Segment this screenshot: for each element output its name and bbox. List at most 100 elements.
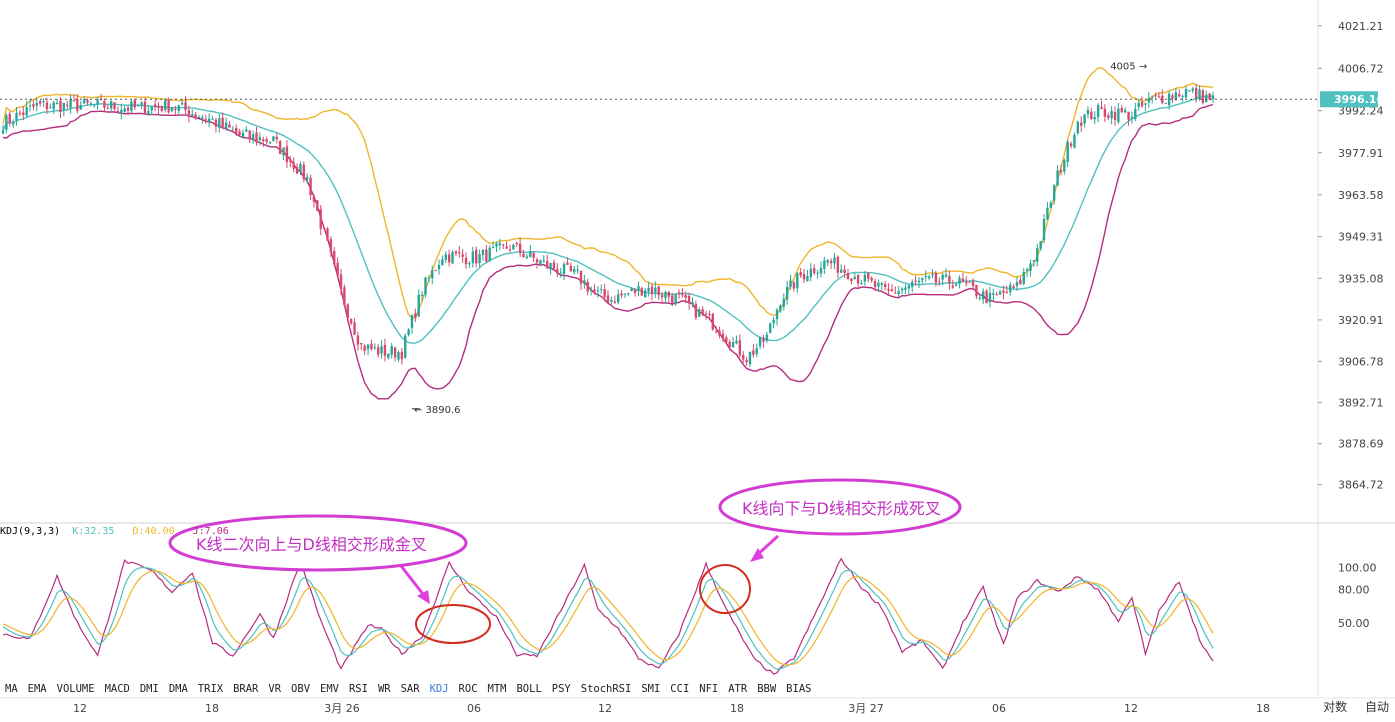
candle-body: [485, 249, 488, 262]
indicator-tab-cci[interactable]: CCI: [670, 683, 690, 695]
indicator-tab-bias[interactable]: BIAS: [786, 683, 812, 695]
indicator-tab-atr[interactable]: ATR: [728, 683, 748, 695]
candle-body: [1191, 88, 1194, 91]
candle-body: [295, 167, 299, 174]
candle-body: [505, 246, 508, 249]
indicator-tab-vr[interactable]: VR: [268, 683, 282, 695]
indicator-tab-mtm[interactable]: MTM: [487, 683, 507, 695]
candle-body: [282, 147, 285, 156]
candle-body: [393, 347, 397, 358]
candle-body: [545, 261, 549, 268]
indicator-tab-ema[interactable]: EMA: [27, 683, 47, 695]
candle-body: [1201, 90, 1205, 103]
indicator-tab-volume[interactable]: VOLUME: [56, 683, 95, 695]
candle-body: [1103, 108, 1107, 117]
candle-body: [245, 129, 248, 132]
candle-body: [207, 118, 211, 122]
indicator-tab-dmi[interactable]: DMI: [139, 683, 159, 695]
indicator-tab-emv[interactable]: EMV: [320, 683, 339, 695]
indicator-tab-boll[interactable]: BOLL: [516, 683, 542, 695]
death-cross-arrow-head: [750, 548, 764, 562]
current-price-label: 3996.16: [1334, 93, 1384, 106]
candle-body: [150, 106, 153, 111]
price-tick-label: 4021.21: [1338, 20, 1384, 33]
candle-body: [407, 329, 410, 336]
candle-body: [911, 281, 914, 287]
candle-body: [951, 285, 954, 288]
candle-body: [796, 273, 799, 289]
indicator-tab-wr[interactable]: WR: [377, 683, 391, 695]
indicator-tab-macd[interactable]: MACD: [104, 683, 130, 695]
candle-body: [5, 115, 8, 130]
indicator-tab-dma[interactable]: DMA: [168, 683, 188, 695]
candle-body: [366, 344, 370, 350]
candle-body: [1093, 117, 1096, 120]
candle-body: [404, 335, 407, 358]
candle-body: [677, 292, 681, 295]
indicator-tab-ma[interactable]: MA: [5, 683, 18, 695]
candle-body: [1032, 260, 1036, 262]
candle-body: [454, 251, 458, 254]
candle-body: [556, 269, 559, 274]
candle-body: [809, 268, 813, 278]
candle-body: [339, 274, 343, 290]
candle-body: [390, 346, 393, 355]
candle-body: [583, 280, 586, 284]
auto-scale-button[interactable]: 自动: [1364, 700, 1389, 714]
indicator-tab-rsi[interactable]: RSI: [348, 683, 368, 695]
candle-body: [120, 110, 123, 114]
indicator-tab-roc[interactable]: ROC: [458, 683, 478, 695]
candle-body: [1164, 102, 1167, 104]
candle-body: [1049, 202, 1052, 209]
candle-body: [272, 136, 275, 142]
candle-body: [718, 330, 721, 336]
log-scale-button[interactable]: 对数: [1323, 700, 1348, 714]
price-tick-label: 3949.31: [1338, 231, 1384, 244]
candle-body: [356, 335, 360, 345]
indicator-tab-bbw[interactable]: BBW: [757, 683, 777, 695]
candle-body: [1208, 93, 1211, 100]
candle-body: [89, 103, 93, 105]
kdj-tick-label: 50.00: [1338, 617, 1370, 630]
candle-body: [593, 289, 596, 293]
indicator-tab-kdj[interactable]: KDJ: [429, 683, 449, 695]
indicator-tab-psy[interactable]: PSY: [551, 683, 571, 695]
indicator-tab-sar[interactable]: SAR: [400, 683, 420, 695]
candle-body: [72, 100, 76, 102]
candle-body: [76, 99, 79, 112]
candle-body: [562, 263, 566, 275]
candle-body: [99, 99, 103, 101]
candle-body: [701, 309, 704, 315]
candle-body: [191, 113, 194, 117]
candle-body: [1157, 96, 1161, 98]
price-tick-label: 4006.72: [1338, 62, 1384, 75]
candle-body: [32, 104, 35, 107]
price-tick-label: 3992.24: [1338, 105, 1384, 118]
candle-body: [140, 102, 143, 106]
candle-body: [887, 289, 890, 291]
candle-body: [603, 289, 606, 298]
candle-body: [988, 293, 992, 303]
kdj-tick-label: 80.00: [1338, 584, 1370, 597]
candle-body: [775, 309, 779, 320]
candle-body: [914, 280, 917, 282]
candle-body: [1120, 108, 1123, 113]
candle-body: [853, 276, 856, 280]
candle-body: [1015, 281, 1019, 287]
candle-body: [160, 105, 164, 111]
candle-body: [900, 288, 904, 291]
indicator-tab-smi[interactable]: SMI: [641, 683, 661, 695]
candle-body: [224, 122, 228, 129]
candle-body: [985, 290, 988, 304]
candle-body: [45, 102, 49, 110]
indicator-tab-brar[interactable]: BRAR: [233, 683, 259, 695]
indicator-tab-obv[interactable]: OBV: [291, 683, 311, 695]
candle-body: [1063, 160, 1066, 172]
candle-body: [742, 354, 745, 360]
indicator-tab-trix[interactable]: TRIX: [197, 683, 224, 695]
candle-body: [1066, 141, 1069, 162]
indicator-tab-stochrsi[interactable]: StochRSI: [580, 683, 632, 695]
indicator-tab-nfi[interactable]: NFI: [699, 683, 719, 695]
